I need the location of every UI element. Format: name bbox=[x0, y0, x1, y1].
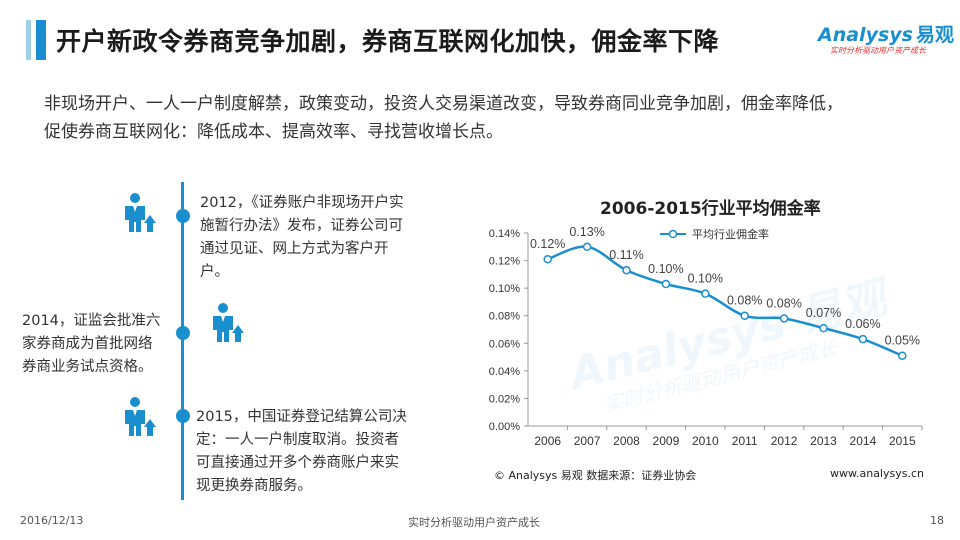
x-tick-label: 2009 bbox=[653, 434, 680, 448]
timeline-dot-2014 bbox=[176, 326, 190, 340]
timeline-event-line: 施暂行办法》发布，证券公司可 bbox=[200, 218, 403, 234]
businessman-growth-icon bbox=[213, 303, 244, 342]
commission-rate-line-chart: 0.00% 0.02% 0.04% 0.06% 0.08% 0.10% 0.12% 0.14%… bbox=[489, 225, 923, 448]
y-tick-label: 0.06% bbox=[489, 338, 520, 350]
data-label: 0.11% bbox=[609, 248, 644, 262]
x-tick-label: 2011 bbox=[732, 434, 758, 448]
page-number: 18 bbox=[930, 514, 944, 527]
logo-text: Analysys bbox=[818, 24, 913, 46]
website-url[interactable]: www.analysys.cn bbox=[830, 467, 924, 480]
legend-label: 平均行业佣金率 bbox=[692, 227, 769, 241]
logo-tagline: 实时分析驱动用户资产成长 bbox=[830, 46, 926, 55]
timeline-event-line: 户。 bbox=[200, 264, 229, 280]
data-point bbox=[582, 242, 592, 252]
y-tick-label: 0.12% bbox=[489, 256, 520, 268]
y-tick-label: 0.10% bbox=[489, 283, 520, 295]
timeline-event-line: 2012，《证券账户非现场开户实 bbox=[200, 195, 404, 211]
data-point bbox=[701, 289, 710, 298]
data-point bbox=[622, 265, 631, 275]
timeline-line bbox=[181, 182, 184, 500]
y-tick-label: 0.04% bbox=[489, 366, 520, 378]
y-tick-label: 0.02% bbox=[489, 393, 520, 405]
legend-marker bbox=[668, 229, 678, 239]
data-label: 0.12% bbox=[530, 237, 565, 251]
title-accent-bar bbox=[26, 20, 46, 60]
data-point bbox=[661, 279, 671, 289]
data-label: 0.10% bbox=[648, 262, 683, 276]
x-tick-label: 2012 bbox=[771, 434, 798, 448]
timeline-event-line: 定：一人一户制度取消。投资者 bbox=[196, 432, 399, 448]
data-point bbox=[898, 351, 907, 360]
series-line bbox=[547, 245, 903, 357]
timeline-event-2012: 2012，《证券账户非现场开户实 施暂行办法》发布，证券公司可 通过见证、网上方… bbox=[200, 192, 440, 284]
timeline-event-line: 券商业务试点资格。 bbox=[22, 359, 153, 375]
data-point bbox=[819, 323, 828, 333]
x-tick-label: 2014 bbox=[850, 434, 877, 448]
timeline-dot-2015 bbox=[176, 409, 190, 423]
y-tick-label: 0.14% bbox=[489, 228, 520, 240]
timeline-event-line: 可直接通过开多个券商账户来实 bbox=[196, 455, 399, 471]
timeline-event-line: 现更换券商服务。 bbox=[196, 478, 312, 494]
logo-cn: 易观 bbox=[915, 24, 954, 46]
timeline-event-line: 家券商成为首批网络 bbox=[22, 336, 153, 352]
report-date: 2016/12/13 bbox=[20, 514, 84, 527]
timeline-event-2014: 2014，证监会批准六 家券商成为首批网络 券商业务试点资格。 bbox=[22, 310, 182, 379]
page-title: 开户新政令券商竞争加剧，券商互联网化加快，佣金率下降 bbox=[56, 27, 720, 56]
businessman-growth-icon bbox=[125, 397, 156, 436]
data-label: 0.13% bbox=[569, 225, 604, 239]
data-point bbox=[858, 334, 868, 344]
timeline-event-line: 2014，证监会批准六 bbox=[22, 313, 161, 329]
chart-source: © Analysys 易观 数据来源：证券业协会 bbox=[494, 469, 697, 482]
data-label: 0.05% bbox=[885, 334, 920, 348]
data-point bbox=[779, 314, 789, 323]
data-label: 0.07% bbox=[806, 306, 841, 320]
analysys-logo: Analysys 易观 实时分析驱动用户资产成长 bbox=[818, 20, 954, 60]
timeline-event-line: 通过见证、网上方式为客户开 bbox=[200, 241, 389, 257]
chart-title: 2006-2015行业平均佣金率 bbox=[600, 199, 821, 219]
data-label: 0.10% bbox=[688, 272, 723, 286]
intro-text: 非现场开户、一人一户制度解禁，政策变动，投资人交易渠道改变，导致券商同业竞争加剧… bbox=[44, 90, 944, 146]
data-point bbox=[543, 254, 552, 264]
y-tick-label: 0.08% bbox=[489, 311, 520, 323]
data-label: 0.06% bbox=[845, 317, 880, 331]
intro-line-2: 促使券商互联网化：降低成本、提高效率、寻找营收增长点。 bbox=[44, 122, 503, 142]
x-tick-label: 2006 bbox=[534, 434, 561, 448]
timeline-event-line: 2015，中国证券登记结算公司决 bbox=[196, 409, 407, 425]
data-label: 0.08% bbox=[727, 294, 762, 308]
y-tick-label: 0.00% bbox=[489, 421, 520, 433]
x-tick-label: 2015 bbox=[889, 434, 916, 448]
x-tick-label: 2007 bbox=[574, 434, 601, 448]
timeline-event-2015: 2015，中国证券登记结算公司决 定：一人一户制度取消。投资者 可直接通过开多个… bbox=[196, 406, 446, 498]
x-tick-label: 2010 bbox=[692, 434, 719, 448]
intro-line-1: 非现场开户、一人一户制度解禁，政策变动，投资人交易渠道改变，导致券商同业竞争加剧… bbox=[44, 94, 843, 114]
timeline-dot-2012 bbox=[176, 209, 190, 223]
businessman-growth-icon bbox=[125, 193, 156, 232]
data-point bbox=[740, 311, 749, 320]
data-label: 0.08% bbox=[766, 296, 801, 310]
footer-slogan: 实时分析驱动用户资产成长 bbox=[408, 516, 540, 529]
x-tick-label: 2013 bbox=[810, 434, 837, 448]
x-tick-label: 2008 bbox=[613, 434, 640, 448]
